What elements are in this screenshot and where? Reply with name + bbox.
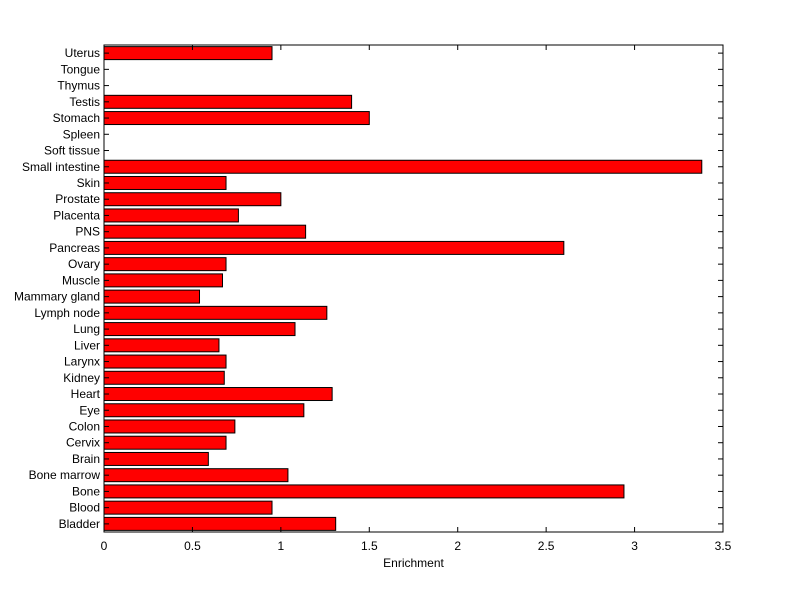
bar-cervix [103,435,227,450]
bar-stomach [103,111,370,126]
bar-skin [103,175,227,190]
category-label: Eye [79,403,100,417]
x-tick-label: 2 [454,539,461,553]
category-label: Brain [72,452,100,466]
category-label: Small intestine [22,160,100,174]
bar-liver [103,338,220,353]
bar-lung [103,322,296,337]
bar-kidney [103,370,225,385]
category-label: Soft tissue [44,144,100,158]
category-label: Prostate [55,192,100,206]
x-axis-label: Enrichment [383,556,444,570]
category-label: Tongue [61,62,101,76]
category-label: Liver [74,338,100,352]
category-label: Mammary gland [14,290,100,304]
bar-heart [103,387,333,402]
x-tick-label: 0 [101,539,108,553]
plot-frame [103,44,724,533]
bar-bladder [103,516,337,531]
x-tick-label: 0.5 [184,539,201,553]
x-tick-label: 1 [278,539,285,553]
bar-prostate [103,192,282,207]
x-tick-labels-group: 0 0.5 1 1.5 2 2.5 3 3.5 [101,539,732,553]
category-label: Bladder [59,517,100,531]
category-label: Lung [73,322,100,336]
bar-ovary [103,257,227,272]
bar-mammary-gland [103,289,201,304]
category-label: Testis [69,95,100,109]
category-label: Spleen [63,127,100,141]
bar-small-intestine [103,159,703,174]
x-tick-label: 3 [631,539,638,553]
category-label: Thymus [57,79,100,93]
bar-brain [103,451,209,466]
bar-eye [103,403,305,418]
category-label: Skin [77,176,100,190]
category-label: PNS [75,225,100,239]
bar-uterus [103,46,273,61]
category-label: Uterus [65,46,100,60]
category-label: Blood [69,501,100,515]
x-tick-label: 2.5 [538,539,555,553]
bar-pancreas [103,240,565,255]
category-label: Bone [72,484,100,498]
category-label: Colon [69,419,100,433]
category-label: Bone marrow [29,468,101,482]
bar-lymph-node [103,305,328,320]
bar-larynx [103,354,227,369]
bar-testis [103,94,353,109]
category-label: Cervix [66,436,100,450]
bar-placenta [103,208,239,223]
category-label: Placenta [53,208,100,222]
bar-bone [103,484,625,499]
bar-blood [103,500,273,515]
category-labels-group: Bladder Blood Bone Bone marrow Brain Cervix Co… [14,46,101,531]
category-label: Heart [71,387,101,401]
bar-pns [103,224,307,239]
bar-muscle [103,273,223,288]
x-tick-label: 1.5 [361,539,378,553]
x-tick-label: 3.5 [715,539,732,553]
bar-bone-marrow [103,468,289,483]
axis-ticks-group [103,45,724,532]
category-label: Stomach [53,111,100,125]
category-label: Larynx [64,355,100,369]
category-label: Kidney [63,371,100,385]
category-label: Muscle [62,273,100,287]
category-label: Ovary [68,257,100,271]
bar-colon [103,419,236,434]
category-label: Pancreas [49,241,100,255]
category-label: Lymph node [34,306,100,320]
